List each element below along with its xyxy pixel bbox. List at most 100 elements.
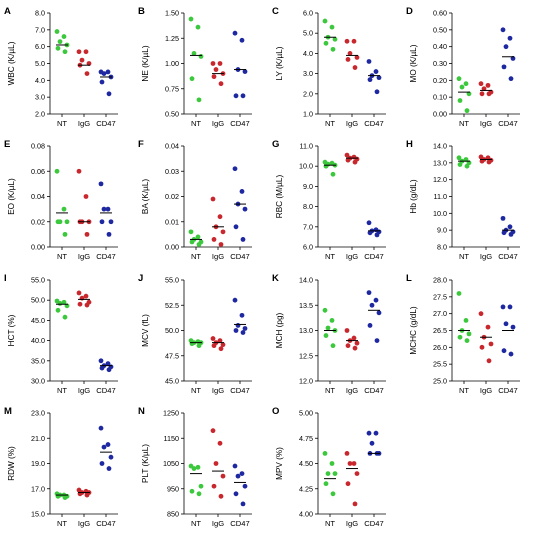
data-point-nt — [195, 234, 201, 240]
x-tick-label: CD47 — [364, 252, 383, 261]
x-tick-label: NT — [325, 119, 335, 128]
data-point-nt — [323, 163, 329, 169]
data-point-nt — [329, 461, 335, 466]
y-tick-label: 7.0 — [35, 25, 45, 34]
y-tick-label: 0.60 — [433, 9, 447, 18]
data-point-igg — [217, 214, 223, 220]
data-point-nt — [57, 39, 63, 45]
data-point-igg — [347, 461, 353, 466]
y-tick-label: 0.40 — [433, 42, 447, 51]
data-point-igg — [218, 81, 224, 87]
data-point-nt — [195, 24, 201, 30]
x-tick-label: CD47 — [230, 386, 249, 395]
data-point-nt — [330, 343, 336, 349]
y-tick-label: 21.0 — [31, 434, 45, 443]
y-tick-label: 26.0 — [433, 343, 447, 352]
panel-letter: A — [4, 6, 11, 17]
y-tick-label: 27.0 — [433, 309, 447, 318]
data-point-igg — [76, 49, 82, 55]
data-point-cd47 — [242, 483, 248, 489]
data-point-cd47 — [233, 491, 239, 497]
x-tick-label: CD47 — [230, 252, 249, 261]
y-tick-label: 850 — [167, 510, 179, 519]
data-point-cd47 — [98, 181, 104, 187]
y-tick-label: 950 — [167, 484, 179, 493]
x-tick-label: NT — [57, 386, 67, 395]
y-tick-label: 8.0 — [437, 243, 447, 252]
data-point-igg — [77, 301, 83, 307]
y-tick-label: 12.0 — [299, 377, 313, 386]
data-point-cd47 — [501, 230, 507, 236]
data-point-cd47 — [242, 69, 248, 74]
data-point-igg — [345, 157, 351, 163]
y-tick-label: 40.0 — [31, 336, 45, 345]
y-tick-label: 6.0 — [303, 243, 313, 252]
data-point-nt — [189, 341, 195, 347]
data-point-cd47 — [373, 69, 379, 74]
data-point-igg — [354, 340, 360, 346]
data-point-igg — [352, 345, 358, 351]
x-tick-label: IgG — [212, 252, 224, 261]
y-tick-label: 5.0 — [35, 59, 45, 68]
y-tick-label: 12.0 — [433, 175, 447, 184]
data-point-igg — [352, 501, 358, 507]
data-point-nt — [61, 206, 67, 212]
y-tick-label: 11.0 — [434, 192, 447, 201]
panel-a: A WBC (K/µL) 2.0 3.0 4.0 5.0 6.0 7.0 8.0 NT IgG CD4… — [4, 6, 118, 128]
data-point-igg — [210, 336, 216, 341]
y-tick-label: 0.00 — [433, 110, 447, 119]
x-tick-label: NT — [459, 252, 469, 261]
data-point-cd47 — [240, 501, 246, 507]
data-point-igg — [220, 229, 226, 235]
panel-g: G RBC (M/µL) 6.0 7.0 8.0 9.0 10.0 11.0 NT IgG CD47 — [272, 139, 386, 261]
y-tick-label: 0.00 — [31, 243, 45, 252]
data-point-igg — [218, 242, 224, 247]
y-tick-label: 9.0 — [303, 182, 313, 191]
y-tick-label: 10.0 — [299, 162, 313, 171]
data-point-igg — [84, 492, 90, 498]
data-point-cd47 — [106, 466, 112, 471]
data-point-nt — [62, 49, 68, 55]
data-point-cd47 — [374, 338, 380, 343]
y-axis-label: WBC (K/µL) — [7, 41, 16, 85]
data-point-cd47 — [232, 30, 238, 36]
data-point-nt — [61, 34, 67, 39]
y-tick-label: 10.0 — [433, 209, 447, 218]
data-point-cd47 — [367, 230, 373, 236]
data-point-nt — [54, 29, 60, 34]
data-point-nt — [189, 239, 195, 245]
x-tick-label: IgG — [78, 119, 90, 128]
y-tick-label: 35.0 — [31, 356, 45, 365]
data-point-nt — [332, 36, 338, 42]
panel-letter: B — [138, 6, 145, 17]
data-point-igg — [83, 194, 89, 199]
data-point-cd47 — [508, 76, 514, 82]
data-point-igg — [210, 196, 216, 202]
y-tick-label: 0.75 — [165, 84, 179, 93]
panel-letter: E — [4, 139, 10, 150]
x-tick-label: IgG — [78, 252, 90, 261]
y-tick-label: 1250 — [163, 409, 179, 418]
data-point-cd47 — [99, 461, 105, 466]
data-point-igg — [84, 71, 90, 76]
data-point-cd47 — [101, 71, 107, 76]
data-point-igg — [211, 237, 217, 242]
y-tick-label: 30.0 — [31, 377, 45, 386]
data-point-igg — [211, 483, 217, 489]
data-point-cd47 — [239, 471, 245, 476]
y-tick-label: 13.0 — [299, 326, 313, 335]
x-tick-label: CD47 — [96, 386, 115, 395]
y-tick-label: 23.0 — [31, 409, 45, 418]
data-point-nt — [191, 51, 197, 56]
data-point-nt — [330, 46, 336, 52]
data-point-nt — [323, 333, 329, 338]
y-tick-label: 50.0 — [165, 326, 179, 335]
y-tick-label: 17.0 — [31, 484, 45, 493]
data-point-cd47 — [508, 231, 514, 237]
panel-f: F BA (K/µL) 0.00 0.01 0.02 0.03 0.04 NT IgG CD47 — [138, 139, 252, 261]
y-axis-label: MO (K/µL) — [409, 44, 418, 82]
data-point-igg — [83, 49, 89, 55]
x-tick-label: IgG — [346, 386, 358, 395]
panel-k: K MCH (pg) 12.0 12.5 13.0 13.5 14.0 NT IgG CD47 — [272, 273, 386, 395]
data-point-igg — [79, 57, 85, 63]
